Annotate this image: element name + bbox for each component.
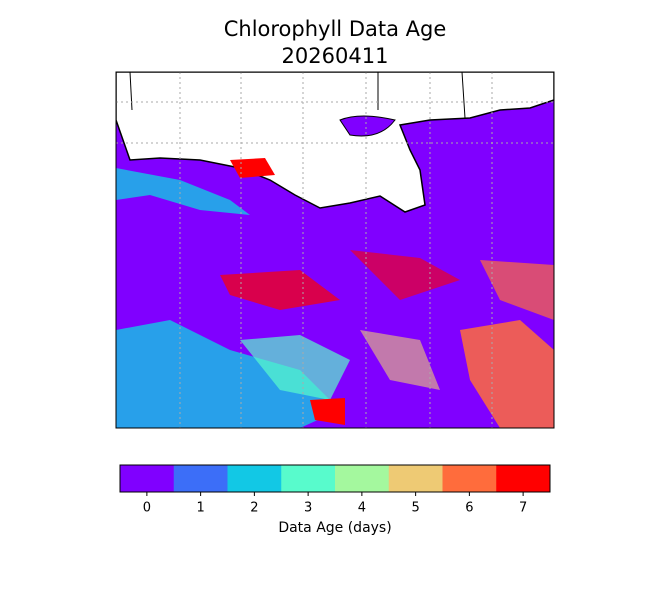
colorbar-segment <box>496 465 551 492</box>
colorbar-segment <box>173 465 228 492</box>
tick-label: 6 <box>465 501 473 516</box>
colorbar-segment <box>442 465 497 492</box>
tick-label: 1 <box>196 501 204 516</box>
land <box>116 72 554 213</box>
tick-label: 3 <box>304 501 312 516</box>
map-frame <box>115 71 555 429</box>
tick-label: 5 <box>411 501 419 516</box>
tick-label: 7 <box>519 501 527 516</box>
river <box>129 72 466 119</box>
colorbar-segment <box>388 465 443 492</box>
tick-label: 2 <box>250 501 258 516</box>
data-patch <box>460 320 554 428</box>
data-patch <box>220 270 340 310</box>
lake <box>339 115 396 137</box>
data-patch <box>116 320 340 428</box>
colorbar-segment <box>120 465 175 492</box>
colorbar-segment <box>227 465 282 492</box>
map <box>115 71 555 429</box>
data-patch <box>480 260 554 320</box>
colorbar-segment <box>281 465 336 492</box>
data-patch <box>360 330 440 390</box>
data-patch <box>240 335 350 400</box>
colorbar: 0 1 2 3 4 5 6 7 <box>119 464 551 516</box>
colorbar-label: Data Age (days) <box>278 520 391 536</box>
title: Chlorophyll Data Age <box>224 17 447 41</box>
data-patch <box>116 168 250 215</box>
subtitle: 20260411 <box>282 44 389 68</box>
colorbar-frame <box>119 464 551 493</box>
tick-label: 0 <box>143 501 151 516</box>
tick-label: 4 <box>358 501 366 516</box>
data-patch <box>310 398 345 425</box>
colorbar-segment <box>335 465 390 492</box>
data-patch <box>350 250 460 300</box>
